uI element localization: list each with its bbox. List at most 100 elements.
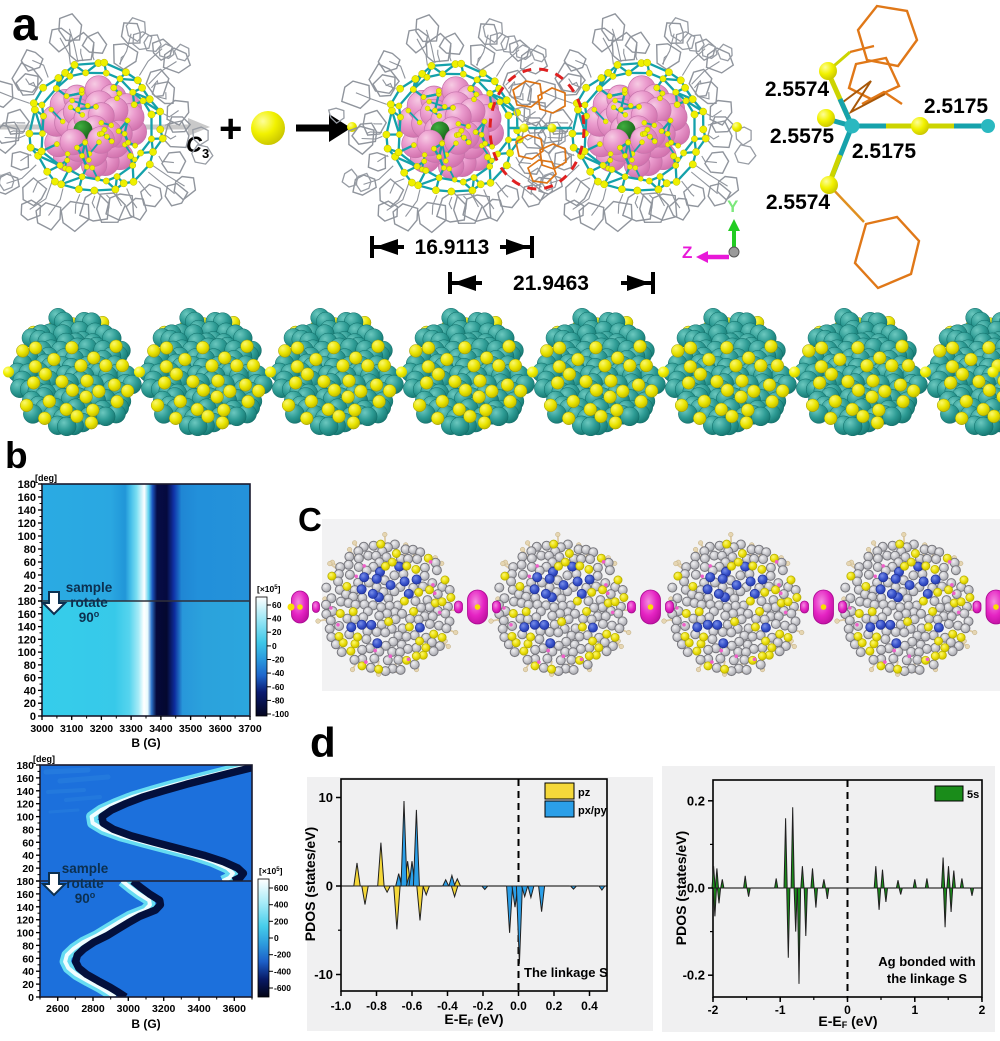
svg-text:2.5175: 2.5175 (852, 140, 917, 163)
svg-text:10: 10 (319, 790, 333, 805)
svg-text:120: 120 (16, 799, 34, 811)
svg-text:-40: -40 (272, 668, 285, 678)
svg-text:100: 100 (16, 928, 34, 940)
svg-text:-600: -600 (274, 983, 291, 993)
svg-text:120: 120 (18, 634, 36, 646)
svg-text:-20: -20 (272, 655, 285, 665)
svg-text:sample: sample (62, 861, 109, 876)
svg-text:80: 80 (24, 660, 36, 672)
svg-text:2.5575: 2.5575 (770, 125, 835, 148)
svg-text:16.9113: 16.9113 (415, 236, 490, 259)
svg-text:40: 40 (272, 614, 282, 624)
svg-text:PDOS (states/eV): PDOS (states/eV) (302, 827, 318, 941)
svg-text:21.9463: 21.9463 (513, 272, 589, 295)
svg-text:40: 40 (22, 966, 34, 978)
svg-text:3200: 3200 (90, 723, 114, 735)
svg-text:the linkage S: the linkage S (887, 971, 968, 986)
svg-text:[deg]: [deg] (33, 754, 55, 764)
svg-text:-1.0: -1.0 (331, 999, 352, 1013)
svg-text:px/py: px/py (578, 805, 608, 817)
svg-text:20: 20 (24, 583, 36, 595)
svg-text:600: 600 (274, 883, 288, 893)
svg-text:0: 0 (272, 641, 277, 651)
svg-text:a: a (12, 0, 38, 50)
svg-text:3000: 3000 (30, 723, 54, 735)
svg-text:100: 100 (18, 647, 36, 659)
svg-text:400: 400 (274, 900, 288, 910)
svg-text:40: 40 (24, 570, 36, 582)
svg-text:2800: 2800 (81, 1003, 105, 1015)
svg-text:40: 40 (22, 850, 34, 862)
svg-text:140: 140 (16, 902, 34, 914)
svg-text:160: 160 (18, 492, 36, 504)
svg-text:80: 80 (22, 940, 34, 952)
svg-text:100: 100 (16, 812, 34, 824)
svg-text:60: 60 (24, 557, 36, 569)
svg-text:pz: pz (578, 787, 591, 799)
svg-text:80: 80 (24, 544, 36, 556)
svg-text:PDOS (states/eV): PDOS (states/eV) (673, 831, 689, 945)
svg-text:B (G): B (G) (131, 736, 160, 750)
svg-text:2.5574: 2.5574 (765, 78, 830, 101)
svg-text:60: 60 (24, 673, 36, 685)
svg-text:180: 180 (18, 596, 36, 608)
svg-text:-200: -200 (274, 950, 291, 960)
svg-text:0: 0 (30, 711, 36, 723)
svg-text:160: 160 (16, 773, 34, 785)
svg-text:20: 20 (24, 698, 36, 710)
svg-text:120: 120 (18, 518, 36, 530)
svg-text:E-EF (eV): E-EF (eV) (444, 1011, 503, 1028)
svg-text:2600: 2600 (46, 1003, 70, 1015)
svg-text:-0.6: -0.6 (402, 999, 423, 1013)
svg-text:rotate: rotate (70, 595, 108, 610)
svg-text:0: 0 (844, 1003, 851, 1017)
svg-text:E-EF (eV): E-EF (eV) (818, 1013, 877, 1030)
svg-text:-2: -2 (708, 1003, 719, 1017)
svg-text:60: 60 (22, 953, 34, 965)
svg-text:3600: 3600 (209, 723, 233, 735)
svg-text:5s: 5s (967, 789, 979, 801)
svg-text:C: C (186, 132, 203, 157)
svg-text:120: 120 (16, 915, 34, 927)
svg-text:B (G): B (G) (131, 1017, 160, 1031)
svg-text:60: 60 (272, 600, 282, 610)
svg-text:C: C (298, 501, 322, 538)
svg-text:-0.4: -0.4 (437, 999, 458, 1013)
svg-text:3700: 3700 (238, 723, 262, 735)
svg-text:3200: 3200 (152, 1003, 176, 1015)
svg-text:-100: -100 (272, 709, 289, 719)
svg-text:20: 20 (22, 979, 34, 991)
svg-text:160: 160 (18, 609, 36, 621)
svg-text:140: 140 (18, 622, 36, 634)
svg-text:3300: 3300 (119, 723, 143, 735)
svg-text:0.4: 0.4 (581, 999, 598, 1013)
svg-text:0.2: 0.2 (687, 793, 705, 808)
svg-text:2.5175: 2.5175 (924, 95, 989, 118)
svg-text:40: 40 (24, 685, 36, 697)
svg-text:-60: -60 (272, 682, 285, 692)
svg-text:-0.2: -0.2 (473, 999, 494, 1013)
svg-text:[×105]: [×105] (259, 866, 283, 876)
svg-text:60: 60 (22, 837, 34, 849)
svg-text:0.2: 0.2 (546, 999, 563, 1013)
svg-text:2: 2 (979, 1003, 986, 1017)
svg-text:140: 140 (16, 786, 34, 798)
svg-text:20: 20 (22, 863, 34, 875)
svg-text:Ag bonded with: Ag bonded with (878, 954, 976, 969)
svg-text:[deg]: [deg] (35, 473, 57, 483)
svg-text:3500: 3500 (179, 723, 203, 735)
svg-text:140: 140 (18, 505, 36, 517)
svg-text:2.5574: 2.5574 (766, 191, 831, 214)
svg-text:d: d (310, 719, 336, 766)
svg-text:0.0: 0.0 (510, 999, 527, 1013)
svg-text:1: 1 (911, 1003, 918, 1017)
svg-text:[×105]: [×105] (257, 584, 281, 594)
svg-text:180: 180 (16, 760, 34, 772)
svg-text:160: 160 (16, 889, 34, 901)
svg-text:-0.8: -0.8 (366, 999, 387, 1013)
svg-text:180: 180 (18, 479, 36, 491)
svg-text:0: 0 (274, 933, 279, 943)
svg-text:3: 3 (202, 146, 209, 161)
svg-text:200: 200 (274, 916, 288, 926)
svg-text:b: b (5, 435, 28, 476)
